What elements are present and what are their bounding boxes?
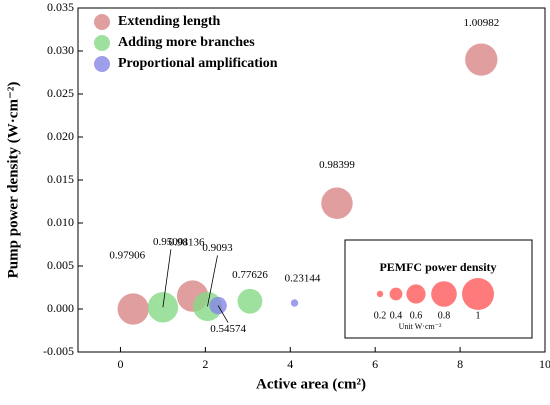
y-tick-label: 0.030 [47, 43, 74, 57]
size-legend-title: PEMFC power density [379, 260, 496, 274]
data-label: 0.97906 [109, 250, 145, 262]
y-tick-label: 0.020 [47, 129, 74, 143]
data-label: 0.23144 [285, 273, 321, 285]
legend-label: Extending length [118, 14, 221, 29]
x-tick-label: 0 [117, 357, 123, 371]
legend-label: Adding more branches [118, 35, 255, 50]
data-label: 0.98136 [169, 237, 205, 249]
size-legend-label: 0.4 [390, 310, 403, 321]
bubble [321, 187, 353, 219]
data-label: 0.9093 [202, 242, 233, 254]
size-legend-bubble [462, 278, 494, 310]
size-legend-label: 0.8 [438, 310, 451, 321]
y-tick-label: 0.010 [47, 215, 74, 229]
leader-line [162, 249, 172, 308]
size-legend-label: 1 [476, 310, 481, 321]
data-label: 1.00982 [463, 17, 499, 29]
x-tick-label: 10 [539, 357, 550, 371]
size-legend-bubble [376, 290, 384, 298]
x-tick-label: 6 [372, 357, 378, 371]
size-legend-bubble [389, 287, 403, 301]
y-tick-label: -0.005 [43, 344, 74, 358]
size-legend-label: 0.6 [410, 310, 423, 321]
bubble [237, 288, 263, 314]
x-tick-label: 2 [202, 357, 208, 371]
x-axis-label: Active area (cm²) [256, 376, 366, 392]
y-axis-label: Pump power density (W·cm⁻²) [5, 82, 21, 279]
data-label: 0.54574 [210, 323, 246, 335]
y-tick-label: 0.035 [47, 0, 74, 14]
x-tick-label: 8 [457, 357, 463, 371]
size-legend-bubble [431, 281, 457, 307]
x-tick-label: 4 [287, 357, 293, 371]
legend-label: Proportional amplification [118, 56, 278, 71]
size-legend-bubble [406, 284, 426, 304]
data-label: 0.98399 [319, 159, 355, 171]
y-tick-label: 0.025 [47, 86, 74, 100]
data-label: 0.95001 [153, 236, 189, 248]
bubble [290, 299, 299, 307]
y-tick-label: 0.000 [47, 301, 74, 315]
data-label: 0.77626 [232, 269, 268, 281]
bubble [465, 43, 498, 76]
bubble [117, 293, 149, 325]
legend-marker [94, 35, 110, 51]
size-legend-box [344, 239, 533, 339]
leader-line [217, 305, 229, 323]
y-tick-label: 0.005 [47, 258, 74, 272]
leader-line [207, 255, 218, 307]
legend-marker [94, 56, 110, 72]
size-legend-unit: Unit W·cm⁻² [399, 322, 442, 331]
size-legend-label: 0.2 [374, 310, 387, 321]
legend-marker [94, 14, 110, 30]
y-tick-label: 0.015 [47, 172, 74, 186]
